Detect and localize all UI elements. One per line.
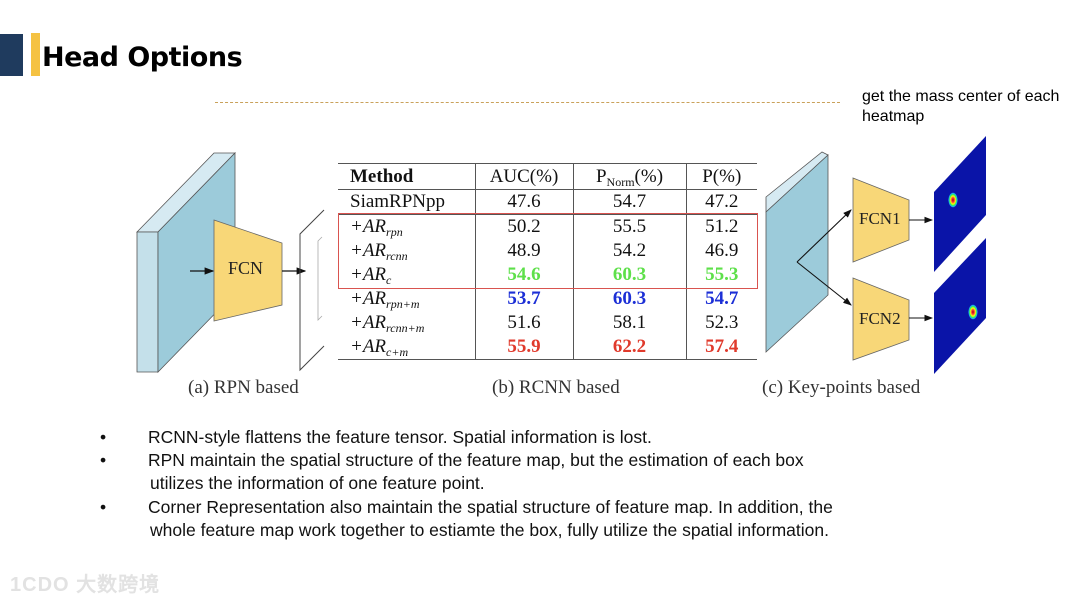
table-row: +ARrcnn+m 51.6 58.1 52.3 [338, 311, 757, 335]
pnorm-cell: 54.2 [572, 239, 686, 263]
auc-cell: 47.6 [474, 189, 573, 215]
navy-accent-bar [0, 34, 23, 76]
auc-cell: 50.2 [474, 214, 573, 239]
method-cell: +ARrpn [350, 216, 403, 239]
header-auc: AUC(%) [474, 163, 573, 190]
fcn-label: FCN [228, 258, 264, 278]
pnorm-cell: 58.1 [572, 311, 686, 335]
bullet-marker: • [100, 497, 107, 517]
p-cell: 52.3 [685, 311, 757, 335]
method-cell: +ARc [350, 264, 392, 287]
method-cell: +ARrcnn+m [350, 312, 425, 335]
pnorm-cell: 60.3 [572, 263, 686, 287]
method-cell: +ARrpn+m [350, 288, 420, 311]
table-row: +ARrcnn 48.9 54.2 46.9 [338, 239, 757, 263]
p-cell: 46.9 [685, 239, 757, 263]
dashed-divider [215, 102, 840, 103]
table-row: +ARc+m 55.9 62.2 57.4 [338, 335, 757, 360]
bullet-text: whole feature map work together to estia… [150, 520, 829, 540]
p-cell: 55.3 [685, 263, 757, 287]
caption-a: (a) RPN based [188, 377, 299, 398]
p-cell: 54.7 [685, 287, 757, 311]
fcn1-block [852, 177, 910, 263]
fcn1-label: FCN1 [859, 209, 901, 228]
bullet-marker: • [100, 450, 107, 470]
table-row: SiamRPNpp 47.6 54.7 47.2 [338, 189, 757, 215]
auc-cell: 54.6 [474, 263, 573, 287]
watermark-logo: 1CDO 大数跨境 [10, 574, 161, 596]
highlight-box [338, 213, 758, 289]
annotation-note: get the mass center of each heatmap [862, 88, 1060, 125]
table-header: Method AUC(%) PNorm(%) P(%) [338, 163, 757, 190]
pnorm-cell: 54.7 [572, 189, 686, 215]
panel-c-feature-map [765, 151, 829, 353]
panel-a-output-plane [299, 209, 325, 372]
header-method: Method [338, 163, 475, 190]
bullet-text: RCNN-style flattens the feature tensor. … [148, 427, 652, 447]
table-row: +ARc 54.6 60.3 55.3 [338, 263, 757, 287]
p-cell: 57.4 [685, 335, 757, 360]
method-cell: SiamRPNpp [338, 189, 475, 215]
method-cell: +ARrcnn [350, 240, 408, 263]
yellow-accent-bar [31, 33, 40, 76]
table-row: +ARrpn 50.2 55.5 51.2 [338, 214, 757, 239]
pnorm-cell: 62.2 [572, 335, 686, 360]
fcn2-label: FCN2 [859, 309, 901, 328]
pnorm-cell: 60.3 [572, 287, 686, 311]
bullet-text: Corner Representation also maintain the … [148, 497, 833, 517]
panel-a-fcn-block [213, 219, 283, 322]
header-p: P(%) [685, 163, 757, 190]
results-table: Method AUC(%) PNorm(%) P(%) SiamRPNpp 47… [338, 163, 757, 360]
slide-title: Head Options [42, 42, 243, 73]
pnorm-cell: 55.5 [572, 214, 686, 239]
p-cell: 47.2 [685, 189, 757, 215]
auc-cell: 55.9 [474, 335, 573, 360]
heatmap-1 [934, 136, 986, 272]
method-cell: +ARc+m [338, 335, 475, 360]
auc-cell: 51.6 [474, 311, 573, 335]
caption-b: (b) RCNN based [492, 377, 620, 398]
bullet-text: utilizes the information of one feature … [150, 473, 485, 493]
heatmap-2 [934, 238, 986, 374]
fcn2-block [852, 277, 910, 361]
arrow-icon [796, 261, 852, 306]
auc-cell: 48.9 [474, 239, 573, 263]
bullet-marker: • [100, 427, 107, 447]
header-pnorm: PNorm(%) [572, 163, 686, 190]
bullet-text: RPN maintain the spatial structure of th… [148, 450, 804, 470]
auc-cell: 53.7 [474, 287, 573, 311]
panel-a-feature-map [136, 152, 236, 373]
caption-c: (c) Key-points based [762, 377, 921, 398]
table-row: +ARrpn+m 53.7 60.3 54.7 [338, 287, 757, 311]
arrow-icon [796, 209, 852, 263]
p-cell: 51.2 [685, 214, 757, 239]
